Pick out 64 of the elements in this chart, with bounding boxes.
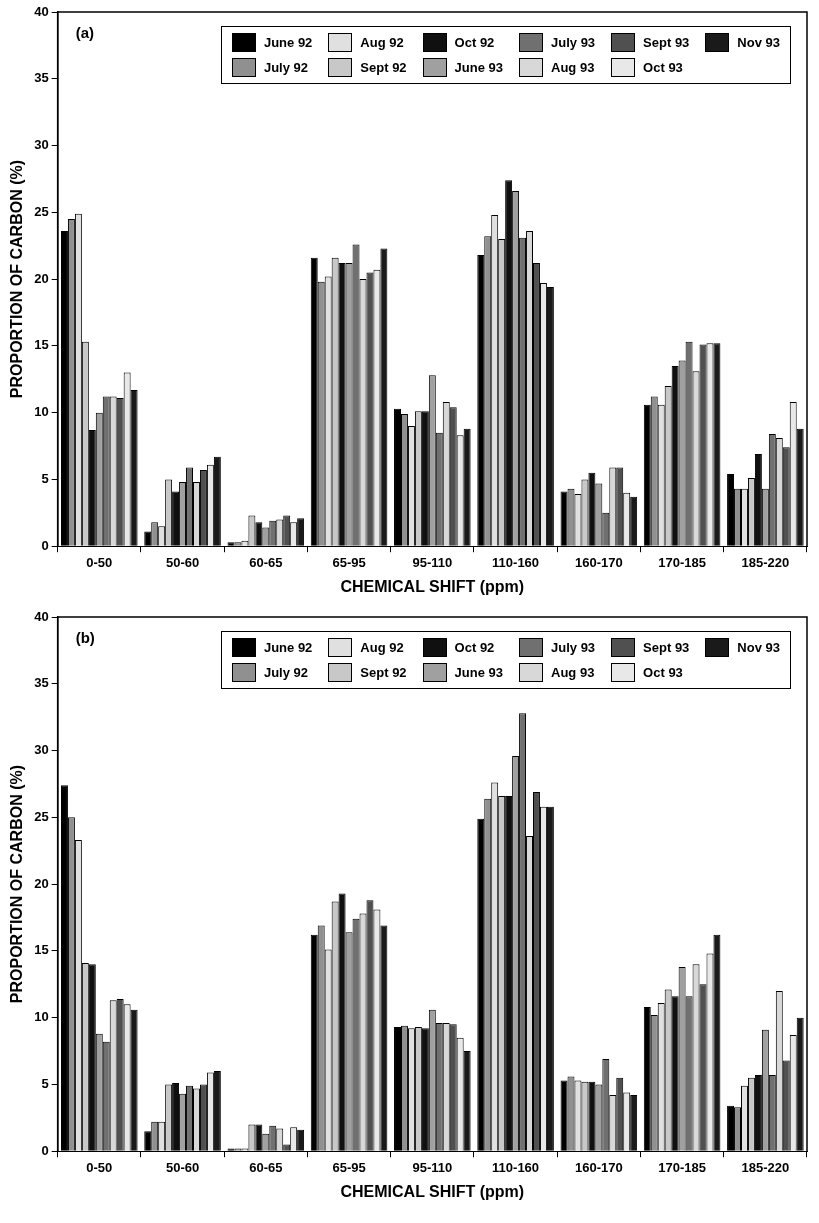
legend-label: Sept 93 bbox=[643, 35, 690, 50]
x-axis-title: CHEMICAL SHIFT (ppm) bbox=[340, 1182, 525, 1200]
y-axis-title: PROPORTION OF CARBON (%) bbox=[8, 764, 26, 1004]
y-tick-label: 15 bbox=[34, 337, 49, 353]
legend-label: Nov 93 bbox=[737, 35, 780, 50]
y-tick-label: 40 bbox=[34, 3, 49, 19]
y-axis-title: PROPORTION OF CARBON (%) bbox=[8, 159, 26, 399]
x-tick-label: 110-160 bbox=[492, 554, 540, 570]
x-tick-label: 95-110 bbox=[412, 554, 453, 570]
legend-label: Oct 92 bbox=[454, 640, 495, 655]
y-tick-label: 30 bbox=[34, 742, 49, 758]
legend-label: June 93 bbox=[454, 665, 504, 680]
y-tick-label: 0 bbox=[41, 537, 49, 553]
legend-label: Oct 93 bbox=[643, 60, 683, 75]
x-tick-label: 160-170 bbox=[574, 554, 623, 570]
legend-label: Sept 92 bbox=[360, 665, 407, 680]
y-tick-label: 25 bbox=[34, 203, 49, 219]
y-tick-label: 0 bbox=[41, 1142, 49, 1158]
y-tick-label: 25 bbox=[34, 808, 49, 824]
legend-label: Aug 93 bbox=[551, 665, 595, 680]
legend-label: Oct 93 bbox=[643, 665, 683, 680]
legend-label: July 93 bbox=[551, 35, 596, 50]
legend-label: Sept 92 bbox=[360, 60, 407, 75]
legend-label: Aug 92 bbox=[360, 640, 404, 655]
x-tick-label: 170-185 bbox=[658, 554, 706, 570]
x-tick-label: 110-160 bbox=[492, 1159, 540, 1175]
x-tick-label: 65-95 bbox=[332, 554, 366, 570]
legend-label: Aug 93 bbox=[551, 60, 595, 75]
legend-label: June 93 bbox=[454, 60, 504, 75]
y-tick-label: 35 bbox=[34, 675, 49, 691]
text: (a) bbox=[75, 23, 94, 41]
y-tick-label: 20 bbox=[34, 270, 49, 286]
x-axis-title: CHEMICAL SHIFT (ppm) bbox=[340, 577, 525, 595]
y-tick-label: 10 bbox=[34, 1009, 49, 1025]
x-tick-label: 60-65 bbox=[249, 1159, 283, 1175]
legend-label: July 92 bbox=[263, 665, 309, 680]
y-tick-label: 5 bbox=[41, 471, 49, 486]
legend-label: July 93 bbox=[551, 640, 596, 655]
x-tick-label: 185-220 bbox=[741, 554, 790, 570]
x-tick-label: 65-95 bbox=[332, 1159, 366, 1175]
y-tick-label: 35 bbox=[34, 70, 49, 86]
legend-label: Sept 93 bbox=[643, 640, 690, 655]
x-tick-label: 50-60 bbox=[165, 554, 200, 570]
y-tick-label: 5 bbox=[41, 1076, 49, 1091]
y-tick-label: 40 bbox=[34, 608, 49, 624]
legend-label: Aug 92 bbox=[360, 35, 404, 50]
y-tick-label: 15 bbox=[34, 942, 49, 958]
x-tick-label: 185-220 bbox=[741, 1159, 790, 1175]
legend-label: July 92 bbox=[263, 60, 309, 75]
y-tick-label: 30 bbox=[34, 137, 49, 153]
legend-label: June 92 bbox=[263, 35, 313, 50]
legend-label: June 92 bbox=[263, 640, 313, 655]
x-tick-label: 160-170 bbox=[574, 1159, 623, 1175]
x-tick-label: 95-110 bbox=[412, 1159, 453, 1175]
text: (b) bbox=[75, 628, 95, 646]
x-tick-label: 50-60 bbox=[165, 1159, 200, 1175]
y-tick-label: 10 bbox=[34, 404, 49, 420]
y-tick-label: 20 bbox=[34, 875, 49, 891]
x-tick-label: 0-50 bbox=[86, 554, 113, 570]
x-tick-label: 170-185 bbox=[658, 1159, 706, 1175]
legend-label: Oct 92 bbox=[454, 35, 495, 50]
x-tick-label: 0-50 bbox=[86, 1159, 113, 1175]
legend-label: Nov 93 bbox=[737, 640, 780, 655]
x-tick-label: 60-65 bbox=[249, 554, 283, 570]
